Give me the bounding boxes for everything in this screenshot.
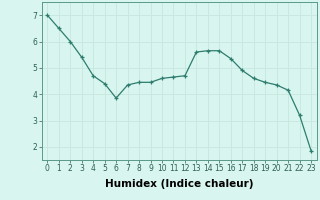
X-axis label: Humidex (Indice chaleur): Humidex (Indice chaleur) [105,179,253,189]
